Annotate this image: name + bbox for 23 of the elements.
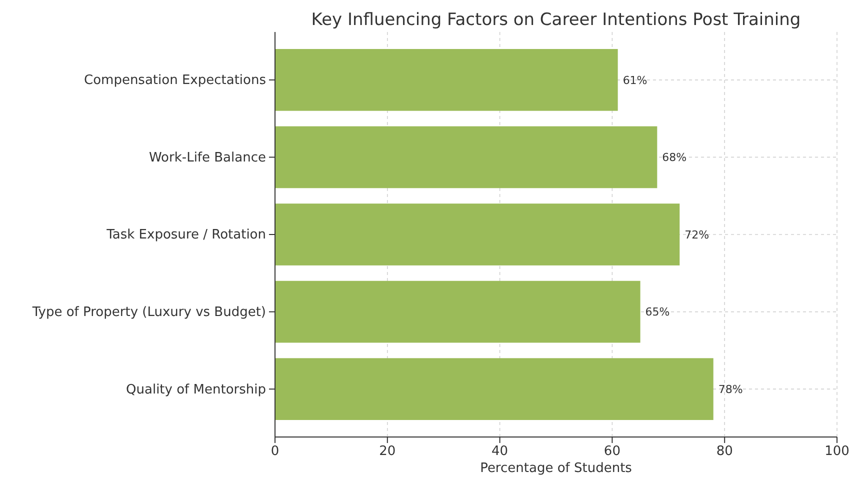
bar <box>275 358 714 420</box>
data-label: 65% <box>645 306 670 319</box>
data-label: 72% <box>684 228 710 242</box>
y-tick-label: Quality of Mentorship <box>126 382 266 398</box>
x-axis-title: Percentage of Students <box>480 461 632 476</box>
x-tick-label: 80 <box>716 444 733 460</box>
x-tick-label: 40 <box>492 444 508 460</box>
x-tick-label: 20 <box>379 444 396 460</box>
y-tick-label: Type of Property (Luxury vs Budget) <box>31 304 266 320</box>
bar <box>275 280 640 343</box>
x-tick-label: 100 <box>824 444 850 460</box>
y-tick-label: Task Exposure / Rotation <box>106 228 266 243</box>
bar <box>275 49 618 111</box>
chart-title: Key Influencing Factors on Career Intentions Post Training <box>311 10 801 30</box>
y-tick-label: Work-Life Balance <box>148 150 266 166</box>
bar <box>275 126 658 188</box>
bar <box>275 204 680 266</box>
data-label: 68% <box>662 151 687 164</box>
data-label: 61% <box>622 74 648 87</box>
x-tick-label: 60 <box>604 444 620 460</box>
data-label: 78% <box>718 382 743 396</box>
y-tick-label: Compensation Expectations <box>84 73 266 88</box>
x-tick-label: 0 <box>270 444 280 460</box>
